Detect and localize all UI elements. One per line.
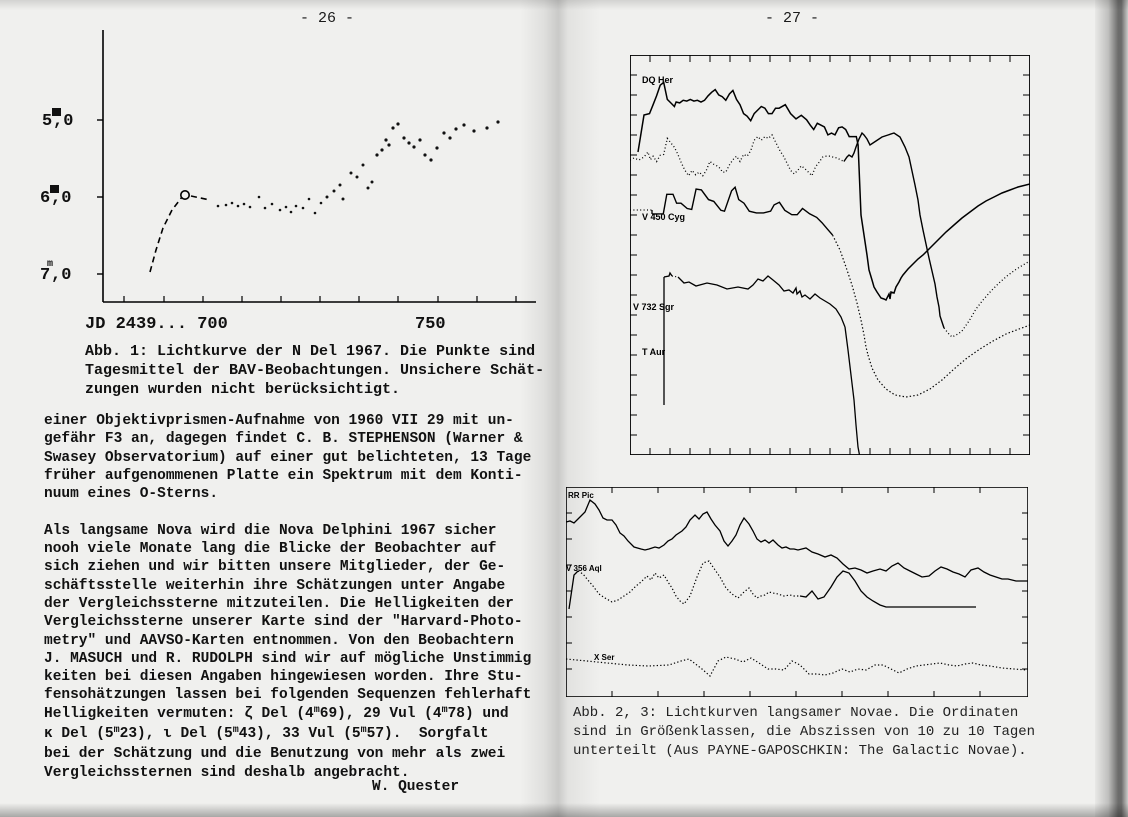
svg-text:6: 6 — [40, 189, 50, 208]
svg-text:Abb. 1: Lichtkurve der N Del: Abb. 1: Lichtkurve der N Del 1967. Die P… — [85, 343, 535, 360]
svg-text:V 356 Aql: V 356 Aql — [566, 564, 602, 573]
svg-text:X Ser: X Ser — [594, 653, 614, 662]
svg-text:V 732 Sgr: V 732 Sgr — [633, 302, 675, 312]
svg-text:5: 5 — [42, 112, 52, 131]
svg-text:zungen wurden nicht berücksich: zungen wurden nicht berücksichtigt. — [85, 381, 400, 398]
svg-text:m: m — [47, 259, 53, 270]
svg-text:750: 750 — [415, 315, 446, 334]
svg-text:RR Pic: RR Pic — [568, 491, 594, 500]
svg-text:T Aur: T Aur — [642, 347, 666, 357]
svg-text:Tagesmittel der BAV-Beobachtun: Tagesmittel der BAV-Beobachtungen. Unsic… — [85, 362, 544, 379]
svg-text:DQ Her: DQ Her — [642, 75, 674, 85]
svg-text:,0: ,0 — [51, 266, 71, 285]
svg-text:JD 2439... 700: JD 2439... 700 — [85, 315, 228, 334]
